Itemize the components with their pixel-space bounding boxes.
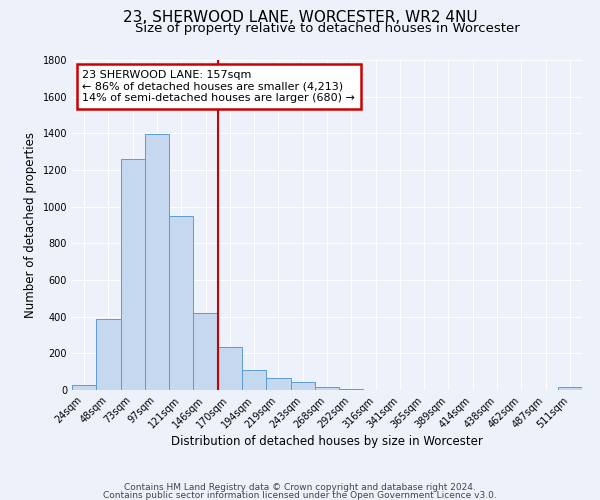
Bar (315, 387, 339, 390)
Bar (218, 347, 242, 390)
Bar (145, 134, 169, 390)
Text: 23 SHERWOOD LANE: 157sqm
← 86% of detached houses are smaller (4,213)
14% of sem: 23 SHERWOOD LANE: 157sqm ← 86% of detach… (82, 70, 355, 103)
Bar (72, 386, 96, 390)
Bar (121, 159, 145, 390)
Text: Contains HM Land Registry data © Crown copyright and database right 2024.: Contains HM Land Registry data © Crown c… (124, 484, 476, 492)
Bar (169, 216, 193, 390)
Text: Contains public sector information licensed under the Open Government Licence v3: Contains public sector information licen… (103, 490, 497, 500)
Bar (193, 313, 218, 390)
Y-axis label: Number of detached properties: Number of detached properties (24, 132, 37, 318)
X-axis label: Distribution of detached houses by size in Worcester: Distribution of detached houses by size … (171, 436, 483, 448)
Title: Size of property relative to detached houses in Worcester: Size of property relative to detached ho… (134, 22, 520, 35)
Bar (290, 382, 315, 390)
Bar (266, 378, 290, 390)
Text: 23, SHERWOOD LANE, WORCESTER, WR2 4NU: 23, SHERWOOD LANE, WORCESTER, WR2 4NU (122, 10, 478, 25)
Bar (96, 318, 121, 390)
Bar (242, 370, 266, 390)
Bar (339, 389, 364, 390)
Bar (558, 387, 582, 390)
